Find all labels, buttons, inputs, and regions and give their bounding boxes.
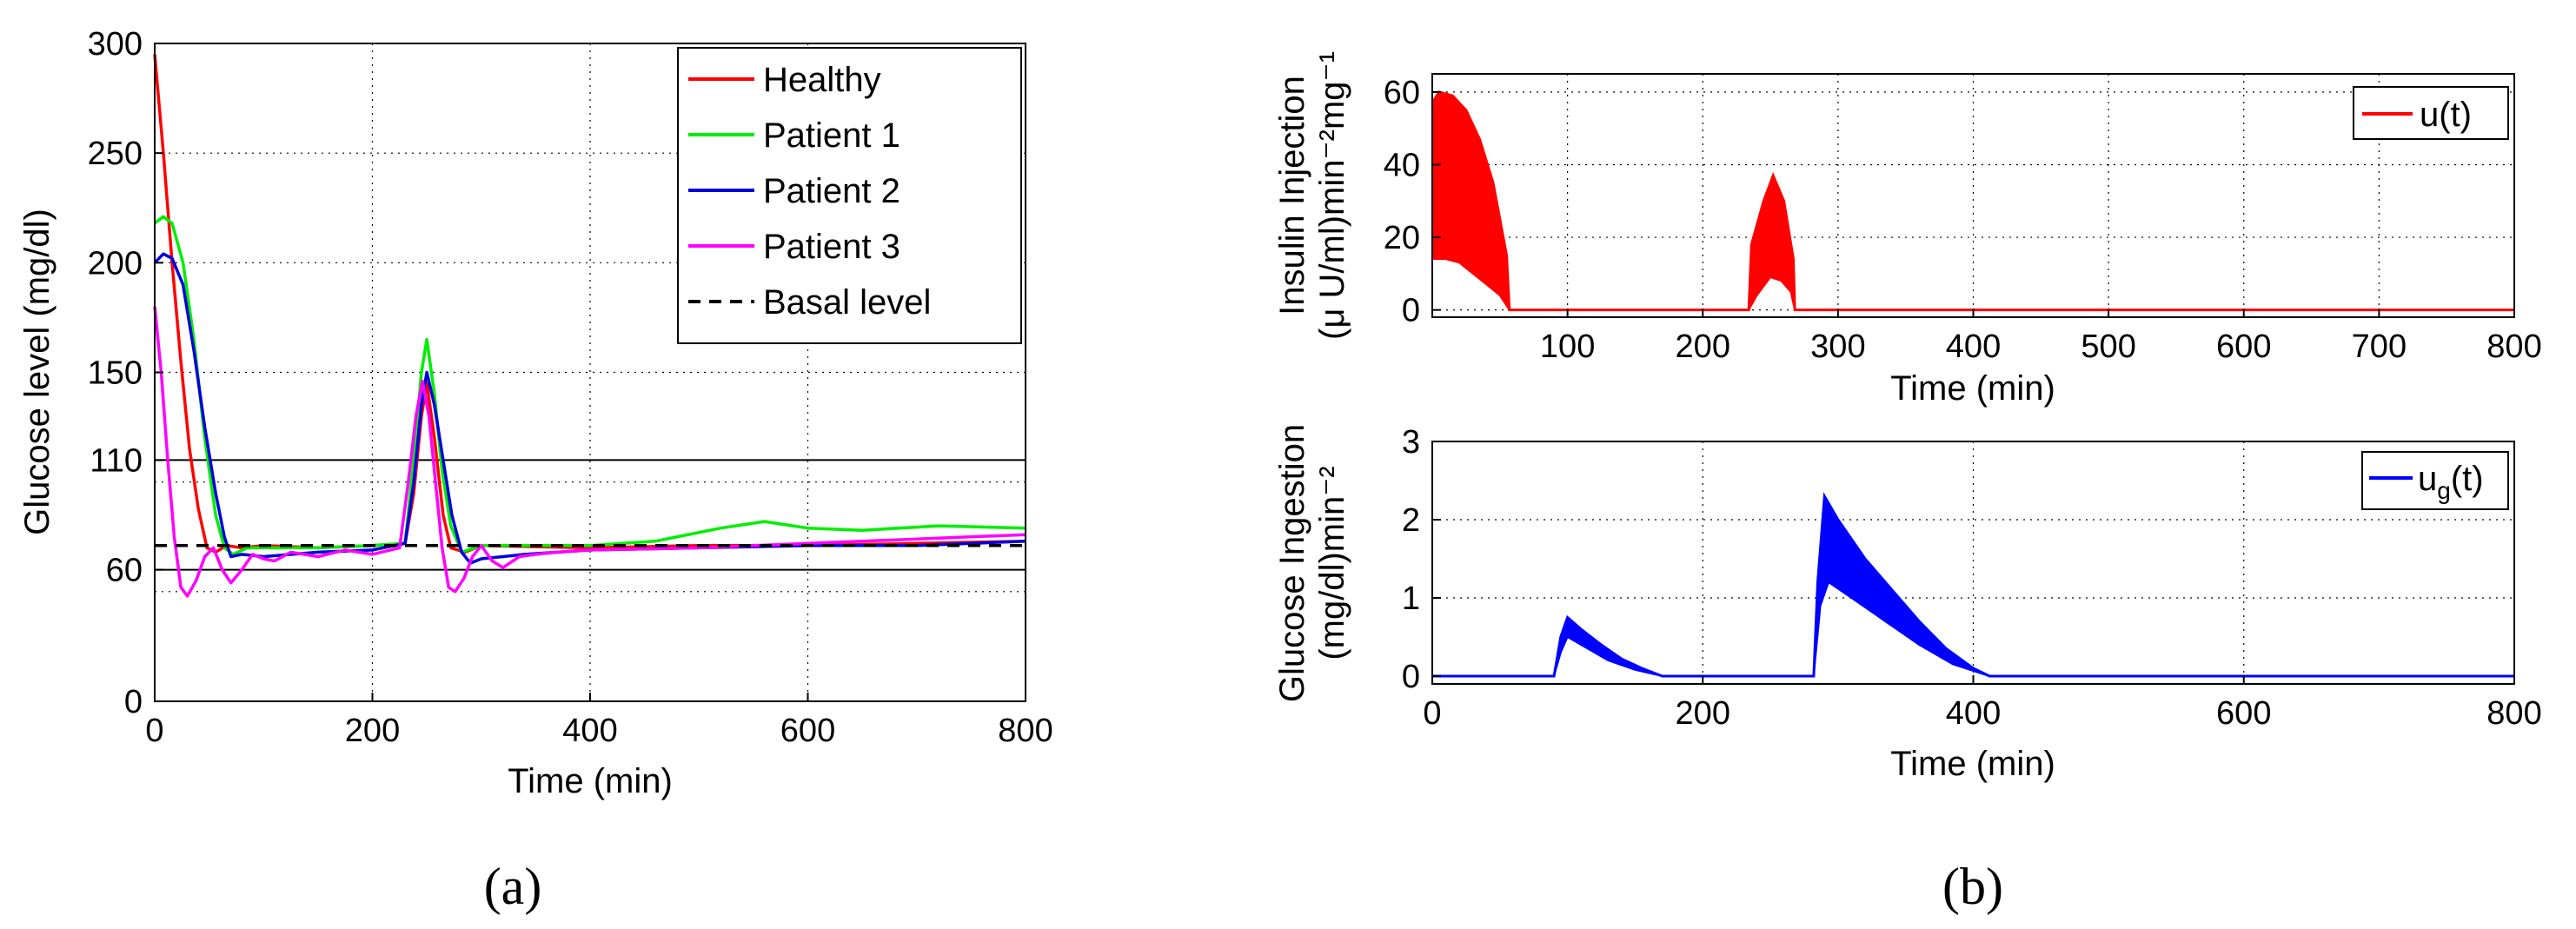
x-tick-label: 300 [1810,328,1865,365]
y-tick-label: 110 [90,442,143,479]
x-tick-label: 400 [562,713,617,749]
legend-label-patient-3: Patient 3 [763,228,900,266]
x-tick-label: 600 [2216,695,2271,732]
series-line-u [1431,90,2514,312]
y-axis-label-b2-line2: (mg/dl)min⁻² [1313,466,1351,660]
x-axis-label-a: Time (min) [508,762,673,800]
y-tick-label: 200 [88,245,143,282]
grid-b2 [1432,441,2514,684]
x-tick-label: 800 [2486,695,2541,732]
x-tick-label: 400 [1946,328,2001,365]
legend-label-ug-main: u [2418,460,2437,498]
x-tick-label: 600 [780,713,835,749]
y-tick-label: 0 [1402,659,1420,695]
series-a [153,54,1026,598]
y-tick-label: 20 [1384,220,1420,256]
y-axis-label-b1-line2: (μ U/ml)min⁻²mg⁻¹ [1313,51,1351,340]
x-tick-label: 100 [1540,328,1595,365]
series-b2 [1432,492,2514,678]
y-axis-label-b2-line1: Glucose Ingestion [1273,424,1311,702]
x-tick-label: 0 [145,713,163,749]
x-tick-label: 800 [2486,328,2541,365]
ticks-a: 0 200 400 600 800 0 60 110 150 200 250 300 [88,26,1053,749]
y-tick-label: 2 [1402,502,1420,539]
y-tick-label: 1 [1402,581,1420,617]
legend-b2: ug(t) [2361,451,2509,510]
y-axis-label-b2: Glucose Ingestion (mg/dl)min⁻² [1273,424,1351,702]
ticks-b1: 100 200 300 400 500 600 700 800 0 20 40 60 [1384,75,2542,365]
legend-b1: u(t) [2353,86,2509,140]
series-b1 [1431,90,2514,312]
legend-label-ug-sub: g [2437,477,2451,504]
y-tick-label: 0 [124,684,143,720]
x-tick-label: 200 [1676,695,1730,732]
legend-box-a [677,47,1022,344]
legend-label-basal-level: Basal level [763,283,931,322]
legend-label-ug-tail: (t) [2451,460,2484,498]
x-tick-label: 600 [2216,328,2271,365]
legend-label-u: u(t) [2420,96,2472,134]
y-tick-label: 3 [1402,424,1420,461]
x-tick-label: 700 [2352,328,2407,365]
chart-insulin-injection: 100 200 300 400 500 600 700 800 0 20 40 60 Time (mi… [1273,51,2542,408]
chart-glucose-level: 0 200 400 600 800 0 60 110 150 200 250 300 Time (mi… [18,26,1053,915]
ticks-b2: 0 200 400 600 800 0 1 2 3 [1402,424,2542,732]
y-tick-label: 60 [106,553,143,589]
x-tick-label: 800 [998,713,1052,749]
legend-label-ug: ug(t) [2418,460,2484,504]
reference-lines-a [155,459,1026,571]
chart-glucose-ingestion: 0 200 400 600 800 0 1 2 3 Time (min) Glucose Ing… [1273,424,2542,915]
legend-entries-a: Healthy Patient 1 Patient 2 Patient 3 Basal … [688,61,931,322]
panel-label-a: (a) [484,858,542,915]
x-tick-label: 200 [345,713,400,749]
series-line-patient-3 [153,306,1026,598]
legend-a: Healthy Patient 1 Patient 2 Patient 3 Basal … [677,47,1022,344]
y-tick-label: 300 [88,26,143,63]
y-tick-label: 250 [88,136,143,172]
x-axis-label-b2: Time (min) [1890,745,2055,783]
x-axis-label-b1: Time (min) [1890,369,2055,408]
y-tick-label: 40 [1384,147,1420,183]
legend-label-patient-2: Patient 2 [763,172,900,210]
x-tick-label: 200 [1676,328,1730,365]
y-axis-label-b1: Insulin Injection (μ U/ml)min⁻²mg⁻¹ [1273,51,1351,340]
grid-b1 [1432,74,2514,317]
panel-label-b: (b) [1942,858,2003,915]
legend-box-b2 [2361,451,2509,510]
y-axis-label-b1-line1: Insulin Injection [1273,76,1311,315]
series-line-ug [1432,492,2514,678]
x-tick-label: 400 [1946,695,2001,732]
x-tick-label: 500 [2081,328,2135,365]
y-tick-label: 0 [1402,293,1420,329]
y-tick-label: 150 [88,355,143,392]
y-tick-label: 60 [1384,75,1420,111]
legend-label-healthy: Healthy [763,61,881,99]
y-axis-label-a: Glucose level (mg/dl) [18,209,56,535]
legend-label-patient-1: Patient 1 [763,116,900,155]
x-tick-label: 0 [1423,695,1441,732]
